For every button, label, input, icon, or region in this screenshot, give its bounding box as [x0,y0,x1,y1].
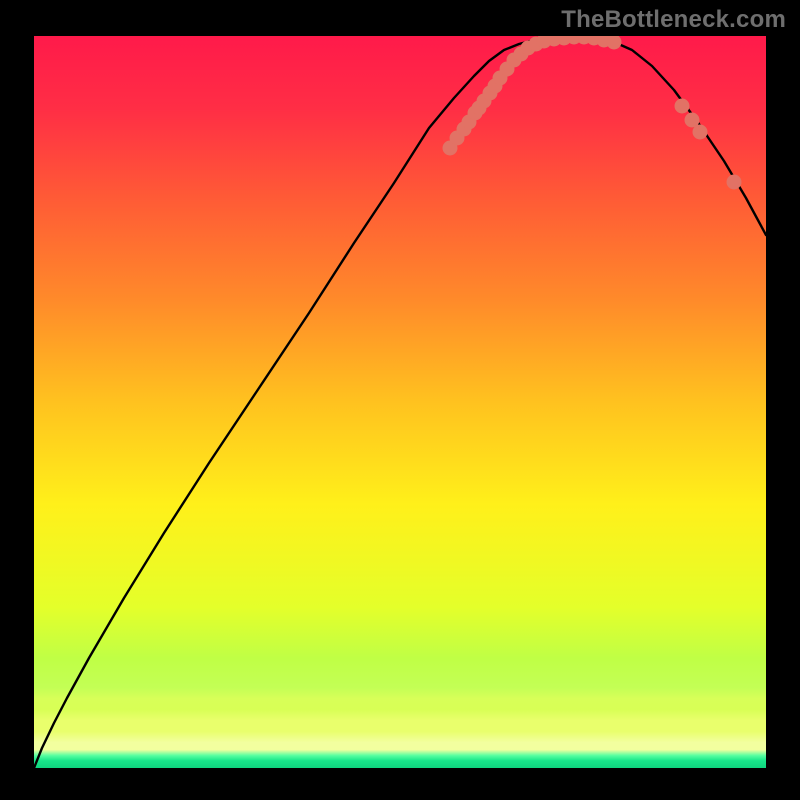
plot-area [34,36,766,768]
plot-svg [34,36,766,768]
data-marker [693,125,707,139]
data-marker [727,175,741,189]
gradient-background [34,36,766,768]
chart-canvas: TheBottleneck.com [0,0,800,800]
data-marker [675,99,689,113]
watermark-text: TheBottleneck.com [561,6,786,34]
data-marker [607,36,621,49]
data-marker [685,113,699,127]
